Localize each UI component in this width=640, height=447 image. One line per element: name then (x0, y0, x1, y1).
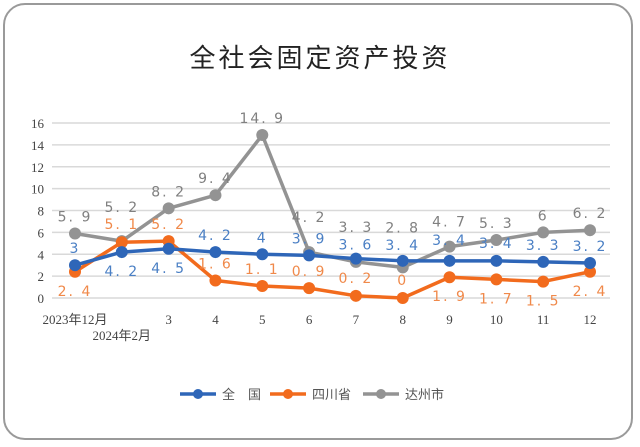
chart-title: 全社会固定资产投资 (189, 44, 450, 74)
data-label: 3. 9 (292, 231, 327, 247)
data-point (115, 236, 128, 249)
data-point (115, 246, 128, 259)
data-label: 3 (70, 241, 81, 257)
y-tick-label: 16 (31, 116, 45, 131)
data-label: 4. 7 (432, 215, 467, 231)
data-label: 5. 1 (104, 217, 139, 233)
data-point (303, 282, 316, 295)
data-label: 1. 7 (479, 291, 514, 307)
chart-card (3, 3, 633, 440)
data-point (443, 240, 456, 253)
data-label: 3. 3 (526, 238, 561, 254)
data-label: 0. 2 (339, 271, 374, 287)
x-tick-label: 4 (212, 312, 219, 327)
data-label: 3. 4 (385, 238, 420, 254)
data-point (349, 289, 362, 302)
data-point (209, 274, 222, 287)
data-point (396, 254, 409, 267)
data-point (303, 249, 316, 262)
data-label: 1. 1 (245, 262, 280, 278)
data-point (443, 254, 456, 267)
legend-label: 达州市 (405, 387, 444, 403)
data-label: 2. 4 (58, 284, 93, 300)
data-point (256, 248, 269, 261)
y-tick-label: 8 (38, 204, 45, 219)
y-tick-label: 4 (38, 247, 45, 262)
data-label: 3. 2 (573, 239, 608, 255)
data-point (69, 259, 81, 272)
data-label: 4. 2 (198, 228, 233, 244)
y-tick-label: 10 (31, 182, 44, 197)
data-point (584, 265, 596, 278)
data-point (256, 279, 269, 292)
series-line (74, 247, 591, 267)
x-tick-label: 11 (537, 312, 550, 327)
data-point (256, 129, 269, 142)
data-label: 2. 8 (385, 220, 420, 236)
data-point (490, 254, 503, 267)
data-label: 2. 4 (573, 284, 608, 300)
data-label: 1. 6 (198, 257, 233, 273)
x-tick-label: 2024年2月 (93, 328, 152, 343)
data-point (537, 226, 550, 239)
data-label: 3. 4 (432, 233, 467, 249)
legend-label: 全 国 (222, 387, 261, 403)
y-tick-label: 6 (38, 225, 45, 240)
data-label: 5. 9 (58, 209, 93, 225)
data-point (490, 234, 503, 247)
y-tick-label: 14 (31, 138, 45, 153)
data-label: 1. 9 (432, 289, 467, 305)
data-label: 5. 2 (151, 217, 186, 233)
data-label: 4. 5 (151, 261, 186, 277)
data-point (209, 246, 222, 259)
data-point (396, 292, 409, 304)
data-point (162, 242, 175, 255)
data-point (584, 224, 596, 237)
y-tick-label: 0 (38, 291, 45, 306)
data-point (349, 252, 362, 265)
data-point (490, 273, 503, 286)
legend-label: 四川省 (312, 388, 351, 403)
data-label: 3. 3 (339, 220, 374, 236)
x-tick-label: 5 (259, 312, 266, 327)
data-label: 3. 6 (339, 238, 374, 254)
x-tick-label: 7 (353, 312, 360, 327)
data-label: 0 (397, 273, 408, 289)
data-label: 3. 4 (479, 236, 514, 252)
x-tick-label: 6 (306, 312, 313, 327)
x-tick-label: 12 (584, 312, 597, 327)
data-label: 6. 2 (573, 206, 608, 222)
data-point (537, 275, 550, 288)
legend-marker (283, 389, 293, 399)
x-tick-label: 8 (399, 312, 406, 327)
legend-marker (376, 389, 386, 399)
data-label: 6 (538, 208, 549, 224)
x-tick-label: 10 (490, 312, 503, 327)
y-tick-label: 12 (31, 160, 44, 175)
data-label: 4. 2 (292, 210, 327, 226)
data-label: 5. 3 (479, 216, 514, 232)
data-label: 1. 5 (526, 294, 561, 310)
data-label: 14. 9 (239, 111, 285, 127)
x-tick-label: 9 (446, 312, 453, 327)
y-tick-label: 2 (38, 269, 45, 284)
series-line (74, 239, 591, 300)
data-label: 8. 2 (151, 184, 186, 200)
data-point (162, 202, 175, 215)
data-point (69, 227, 81, 240)
x-tick-label: 2023年12月 (42, 312, 107, 327)
data-label: 0. 9 (292, 264, 327, 280)
data-point (209, 189, 222, 202)
legend-marker (193, 389, 203, 399)
data-label: 5. 2 (104, 200, 139, 216)
data-point (537, 255, 550, 268)
data-point (584, 257, 596, 269)
data-label: 9. 4 (198, 171, 233, 187)
x-tick-label: 3 (165, 312, 172, 327)
data-label: 4. 2 (104, 264, 139, 280)
data-label: 4 (257, 230, 268, 246)
data-point (443, 271, 456, 284)
